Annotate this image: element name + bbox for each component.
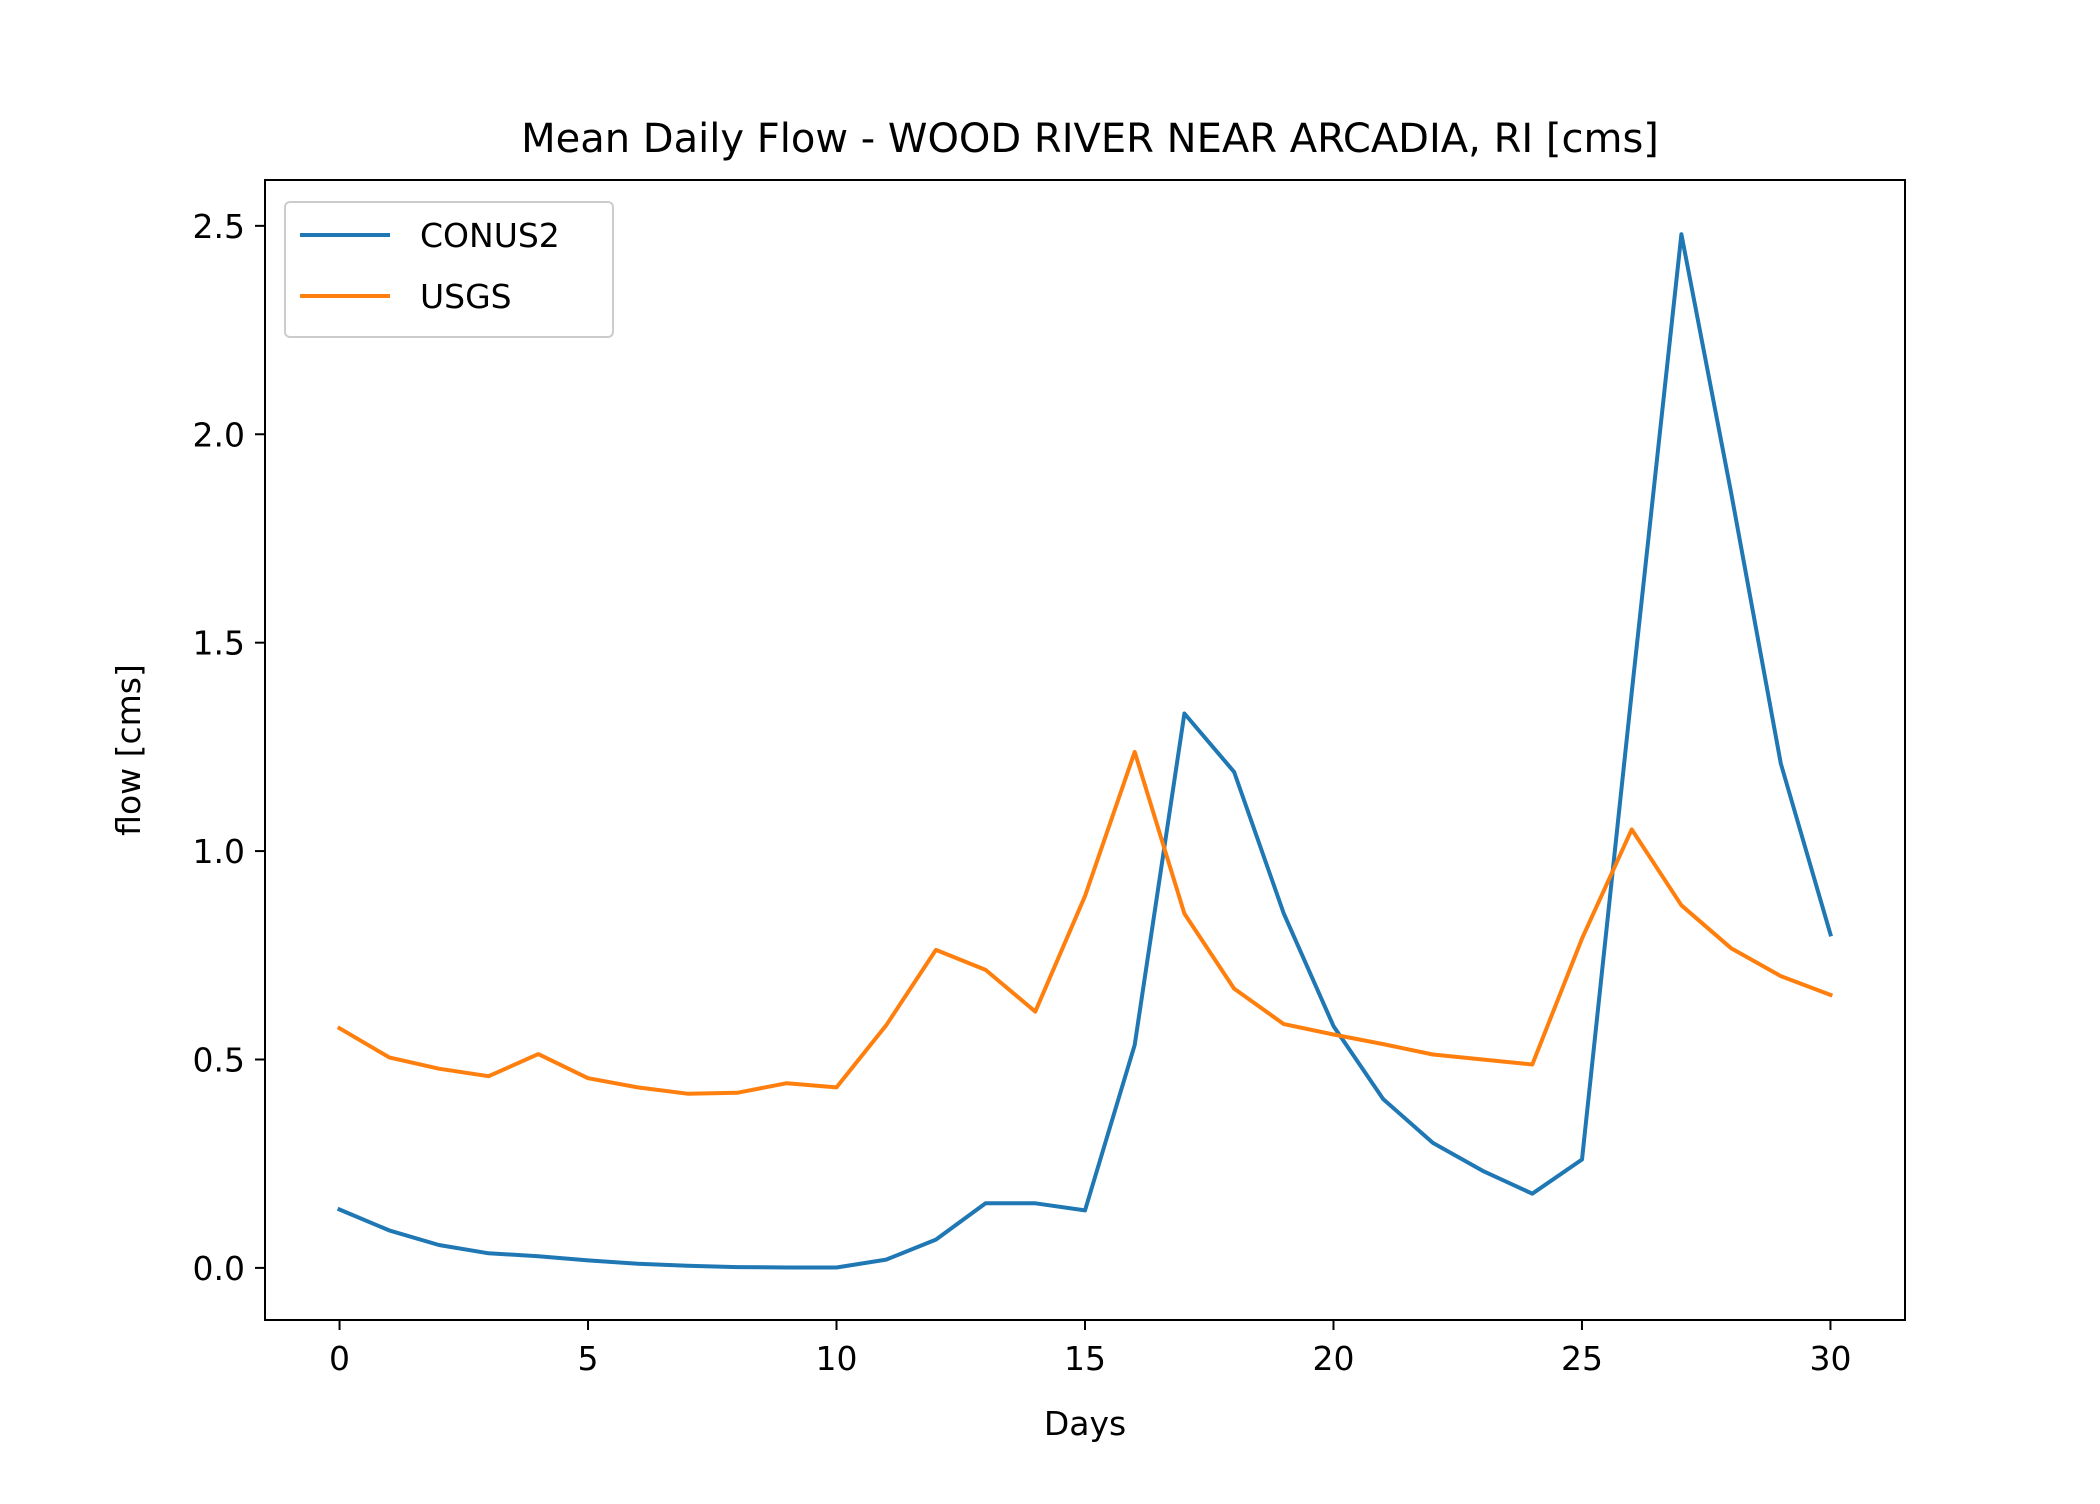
x-tick-label: 30 [1809,1339,1851,1378]
x-tick-label: 0 [329,1339,350,1378]
x-tick-label: 25 [1561,1339,1603,1378]
y-axis: 0.0 0.5 1.0 1.5 2.0 2.5 [193,207,265,1288]
y-tick-label: 0.0 [193,1249,245,1288]
series-line-conus2 [336,232,1833,1270]
y-tick-label: 0.5 [193,1040,245,1079]
x-tick-label: 5 [578,1339,599,1378]
x-tick-label: 15 [1064,1339,1106,1378]
y-tick-label: 1.0 [193,832,245,871]
legend: CONUS2 USGS [284,201,614,338]
legend-label-conus2: CONUS2 [420,216,560,255]
plot-area [264,179,1906,1321]
chart-title: Mean Daily Flow - WOOD RIVER NEAR ARCADI… [521,116,1659,162]
y-tick-label: 2.5 [193,207,245,246]
y-tick-label: 2.0 [193,415,245,454]
x-tick-label: 20 [1312,1339,1354,1378]
y-tick-label: 1.5 [193,624,245,663]
series-layer [336,232,1834,1270]
y-axis-label: flow [cms] [109,664,148,836]
x-axis-label: Days [1044,1404,1126,1443]
x-axis: 0 5 10 15 20 25 30 [329,1320,1851,1378]
x-tick-label: 10 [816,1339,858,1378]
series-line-usgs [336,749,1834,1096]
legend-label-usgs: USGS [420,277,512,316]
